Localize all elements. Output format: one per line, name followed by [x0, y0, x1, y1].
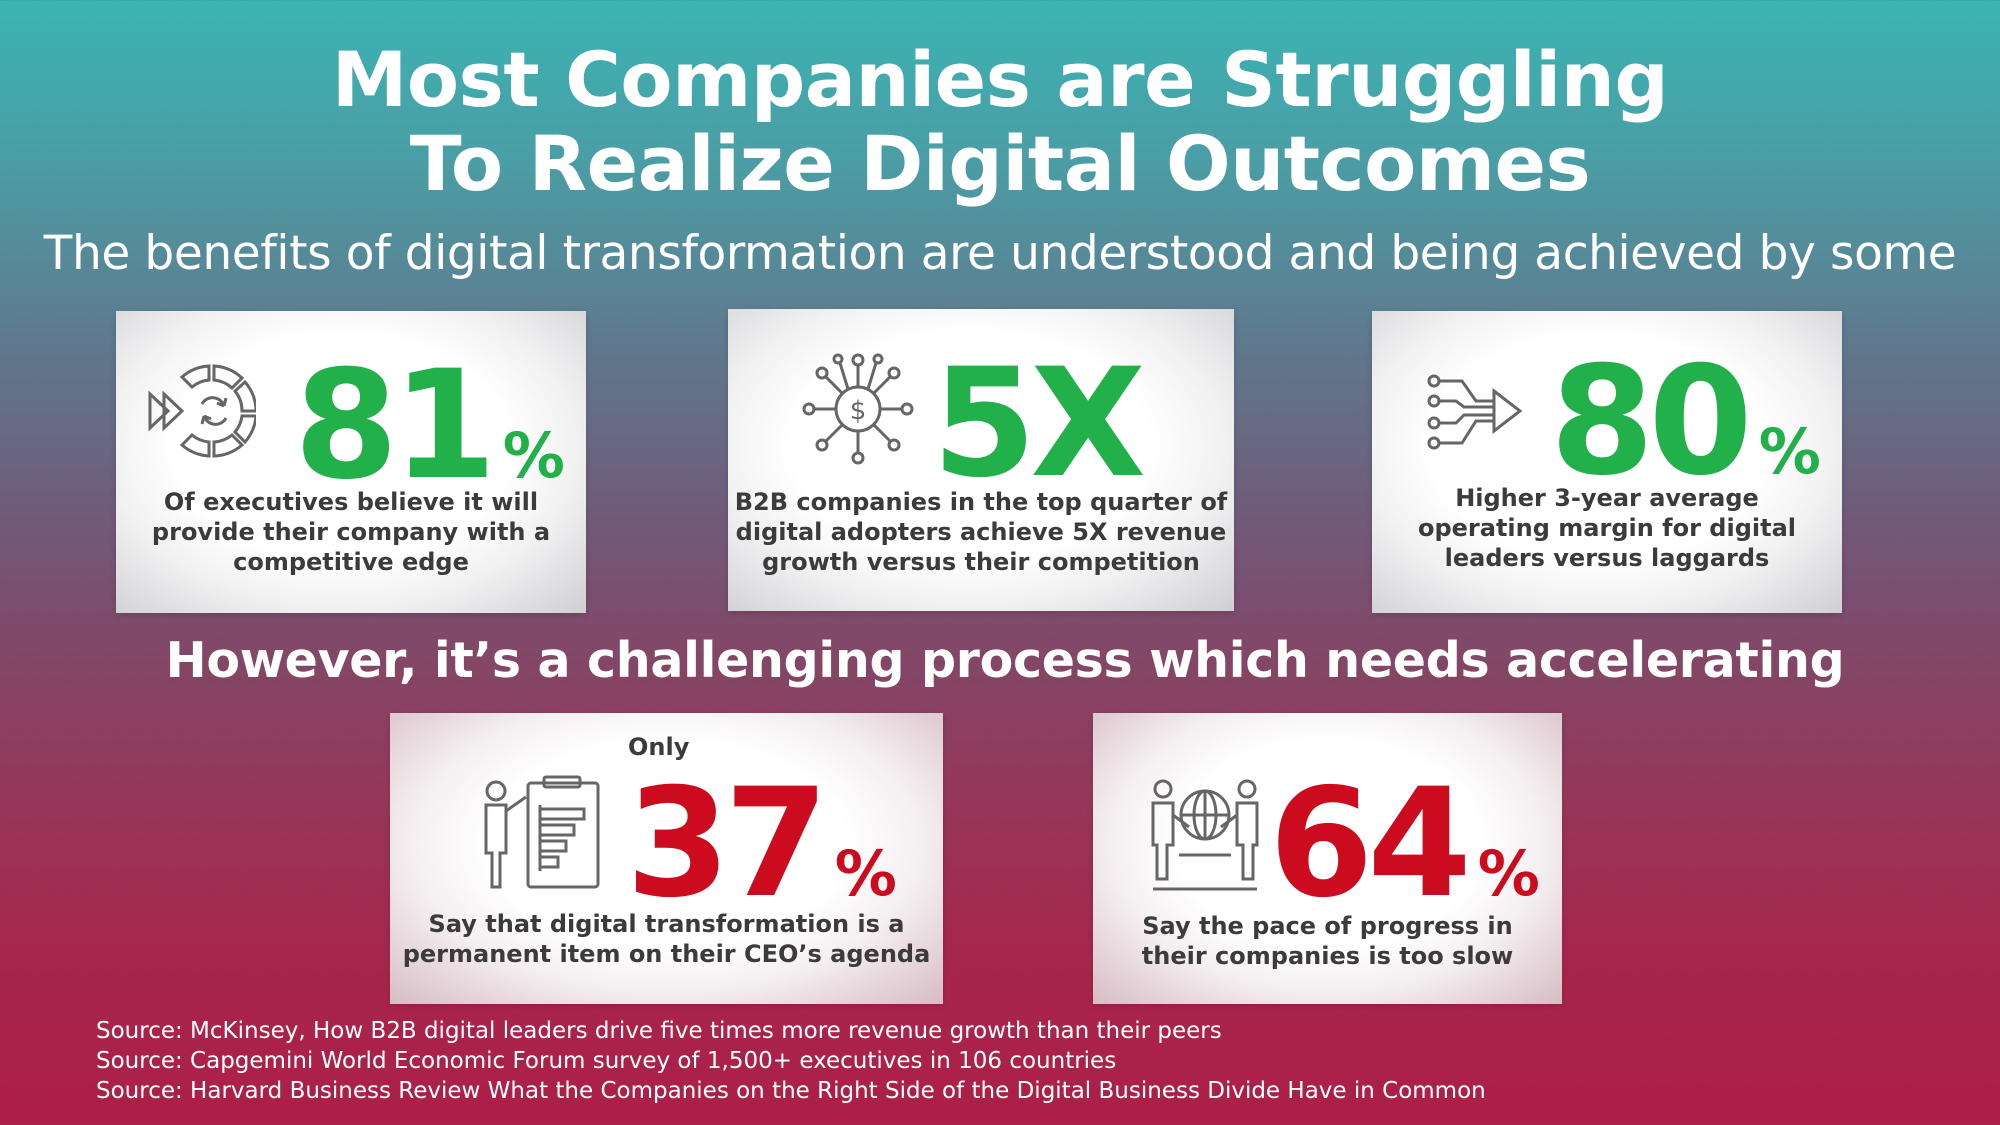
description-line: permanent item on their CEO’s agenda — [402, 940, 931, 968]
stat-value-81: 81% — [294, 351, 565, 501]
source-line: Source: Harvard Business Review What the… — [96, 1078, 1486, 1104]
sources-list: Source: McKinsey, How B2B digital leader… — [96, 1016, 1486, 1106]
fast-forward-cycle-icon — [148, 364, 256, 458]
stat-description: Say that digital transformation is a per… — [390, 909, 943, 969]
description-line: Say the pace of progress in — [1142, 912, 1513, 940]
description-line: Higher 3-year average — [1455, 484, 1759, 512]
description-line: leaders versus laggards — [1444, 544, 1770, 572]
description-line: provide their company with a — [151, 518, 551, 546]
stat-prefix-only: Only — [628, 733, 690, 761]
source-line: Source: Capgemini World Economic Forum s… — [96, 1048, 1117, 1074]
stat-number: 37 — [626, 757, 829, 931]
stat-value-37: 37% — [626, 769, 897, 919]
dollar-network-icon: $ — [802, 353, 914, 465]
stat-description: Of executives believe it will provide th… — [116, 487, 586, 577]
description-line: Say that digital transformation is a — [428, 910, 905, 938]
stat-value-80: 80% — [1550, 347, 1821, 497]
page-title-line-1: Most Companies are Struggling — [331, 35, 1669, 124]
stat-card-80: 80% Higher 3-year average operating marg… — [1372, 311, 1842, 613]
stat-suffix: % — [834, 837, 897, 910]
description-line: their companies is too slow — [1141, 942, 1514, 970]
source-line: Source: McKinsey, How B2B digital leader… — [96, 1018, 1222, 1044]
stat-card-81: 81% Of executives believe it will provid… — [116, 311, 586, 613]
page-title: Most Companies are Struggling To Realize… — [0, 38, 2000, 206]
stat-description: Higher 3-year average operating margin f… — [1372, 483, 1842, 573]
subtitle: The benefits of digital transformation a… — [43, 226, 1957, 281]
presenter-chart-icon — [484, 775, 600, 889]
description-line: B2B companies in the top quarter of — [734, 488, 1228, 516]
svg-text:$: $ — [850, 396, 867, 426]
handshake-globe-icon — [1151, 779, 1259, 891]
stat-number: 64 — [1269, 757, 1472, 931]
stat-number: 5X — [932, 337, 1146, 511]
stat-value-5x: 5X — [932, 349, 1146, 499]
description-line: competitive edge — [233, 548, 469, 576]
stat-suffix: % — [502, 419, 565, 492]
description-line: Of executives believe it will — [163, 488, 539, 516]
stat-value-64: 64% — [1269, 769, 1540, 919]
stat-description: Say the pace of progress in their compan… — [1093, 911, 1562, 971]
stat-card-37: Only 37% Say that digital transformation… — [390, 713, 943, 1004]
stat-suffix: % — [1477, 837, 1540, 910]
description-line: operating margin for digital — [1417, 514, 1796, 542]
description-line: digital adopters achieve 5X revenue — [735, 518, 1227, 546]
stat-card-5x: $ 5X B2B companies in the top quarter of… — [728, 309, 1234, 611]
section-heading-challenges: However, it’s a challenging process whic… — [165, 632, 1845, 689]
description-line: growth versus their competition — [762, 548, 1200, 576]
stat-number: 81 — [294, 339, 497, 513]
stat-card-64: 64% Say the pace of progress in their co… — [1093, 713, 1562, 1004]
circuit-arrow-icon — [1427, 374, 1523, 450]
page-title-line-2: To Realize Digital Outcomes — [409, 119, 1591, 208]
stat-description: B2B companies in the top quarter of digi… — [728, 487, 1234, 577]
stat-number: 80 — [1550, 335, 1753, 509]
stat-suffix: % — [1758, 415, 1821, 488]
